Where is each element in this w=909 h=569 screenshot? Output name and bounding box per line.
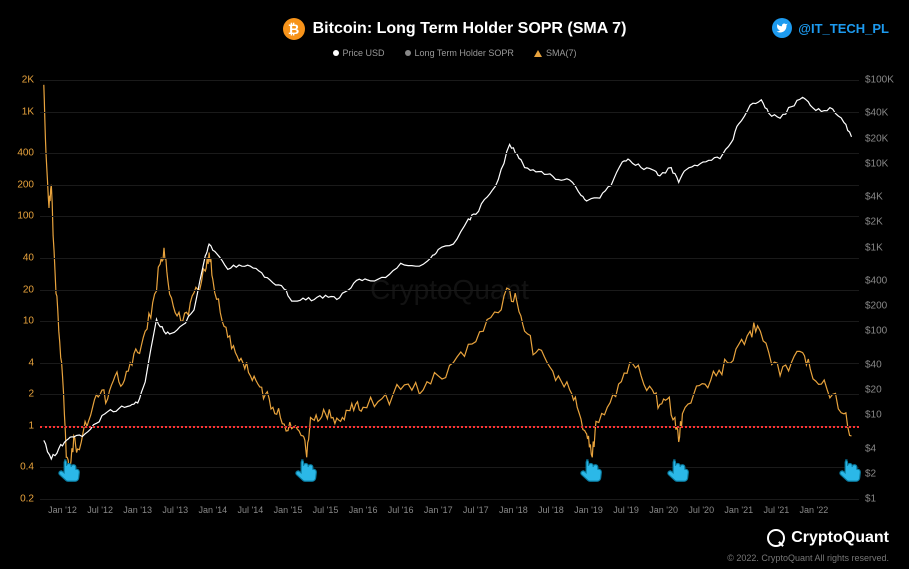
bitcoin-icon: ₿ (283, 18, 305, 40)
y-axis-left: 0.20.41241020401002004001K2K (0, 80, 38, 499)
x-tick: Jan '17 (424, 505, 453, 515)
pointer-icon (837, 457, 865, 491)
copyright: © 2022. CryptoQuant All rights reserved. (727, 553, 889, 563)
y-right-tick: $20 (865, 384, 882, 395)
x-tick: Jan '16 (349, 505, 378, 515)
x-tick: Jan '21 (724, 505, 753, 515)
x-tick: Jul '19 (613, 505, 639, 515)
y-right-tick: $100 (865, 326, 887, 337)
y-right-tick: $1K (865, 242, 883, 253)
x-tick: Jul '20 (688, 505, 714, 515)
chart-title: Bitcoin: Long Term Holder SOPR (SMA 7) (313, 20, 627, 38)
y-left-tick: 2K (22, 75, 34, 86)
triangle-icon (534, 50, 542, 57)
y-right-tick: $4K (865, 192, 883, 203)
y-left-tick: 10 (23, 316, 34, 327)
x-tick: Jul '17 (463, 505, 489, 515)
legend-sma: SMA(7) (534, 48, 577, 58)
y-left-tick: 0.4 (20, 462, 34, 473)
y-left-tick: 4 (28, 357, 34, 368)
y-right-tick: $200 (865, 301, 887, 312)
y-left-tick: 2 (28, 389, 34, 400)
pointer-icon (578, 457, 606, 491)
legend-price: Price USD (333, 48, 385, 58)
x-tick: Jul '13 (162, 505, 188, 515)
footer-brand-label: CryptoQuant (791, 529, 889, 547)
attribution[interactable]: @IT_TECH_PL (772, 18, 889, 38)
y-left-tick: 200 (17, 179, 34, 190)
y-right-tick: $100K (865, 75, 894, 86)
series-price (44, 97, 852, 459)
pointer-icon (56, 457, 84, 491)
y-right-tick: $1 (865, 494, 876, 505)
dot-icon (405, 50, 411, 56)
y-right-tick: $2 (865, 468, 876, 479)
legend: Price USD Long Term Holder SOPR SMA(7) (0, 48, 909, 58)
y-left-tick: 1K (22, 106, 34, 117)
x-tick: Jan '18 (499, 505, 528, 515)
x-tick: Jan '22 (800, 505, 829, 515)
y-left-tick: 400 (17, 148, 34, 159)
legend-price-label: Price USD (343, 48, 385, 58)
pointer-icon (665, 457, 693, 491)
x-tick: Jan '14 (198, 505, 227, 515)
reference-line (40, 426, 859, 428)
y-right-tick: $40 (865, 359, 882, 370)
x-tick: Jul '14 (238, 505, 264, 515)
x-tick: Jan '20 (649, 505, 678, 515)
x-tick: Jul '16 (388, 505, 414, 515)
y-right-tick: $10 (865, 410, 882, 421)
y-right-tick: $40K (865, 108, 888, 119)
x-tick: Jul '12 (87, 505, 113, 515)
y-right-tick: $4 (865, 443, 876, 454)
brand-icon (767, 529, 785, 547)
twitter-icon (772, 18, 792, 38)
x-tick: Jul '18 (538, 505, 564, 515)
y-axis-right: $1$2$4$10$20$40$100$200$400$1K$2K$4K$10K… (861, 80, 909, 499)
x-tick: Jan '12 (48, 505, 77, 515)
y-right-tick: $20K (865, 133, 888, 144)
x-tick: Jul '15 (313, 505, 339, 515)
legend-sma-label: SMA(7) (546, 48, 577, 58)
y-left-tick: 0.2 (20, 494, 34, 505)
y-left-tick: 1 (28, 420, 34, 431)
footer-brand: CryptoQuant (767, 529, 889, 547)
twitter-handle: @IT_TECH_PL (798, 21, 889, 36)
y-left-tick: 40 (23, 252, 34, 263)
y-left-tick: 100 (17, 211, 34, 222)
x-tick: Jan '13 (123, 505, 152, 515)
dot-icon (333, 50, 339, 56)
chart-area: CryptoQuant (40, 80, 859, 499)
pointer-icon (293, 457, 321, 491)
y-right-tick: $400 (865, 275, 887, 286)
x-tick: Jan '19 (574, 505, 603, 515)
legend-sopr-label: Long Term Holder SOPR (415, 48, 514, 58)
legend-sopr: Long Term Holder SOPR (405, 48, 514, 58)
x-axis: Jan '12 Jul '12 Jan '13 Jul '13 Jan '14 Jul '… (40, 505, 859, 521)
x-tick: Jul '21 (763, 505, 789, 515)
y-left-tick: 20 (23, 284, 34, 295)
x-tick: Jan '15 (274, 505, 303, 515)
y-right-tick: $2K (865, 217, 883, 228)
y-right-tick: $10K (865, 158, 888, 169)
